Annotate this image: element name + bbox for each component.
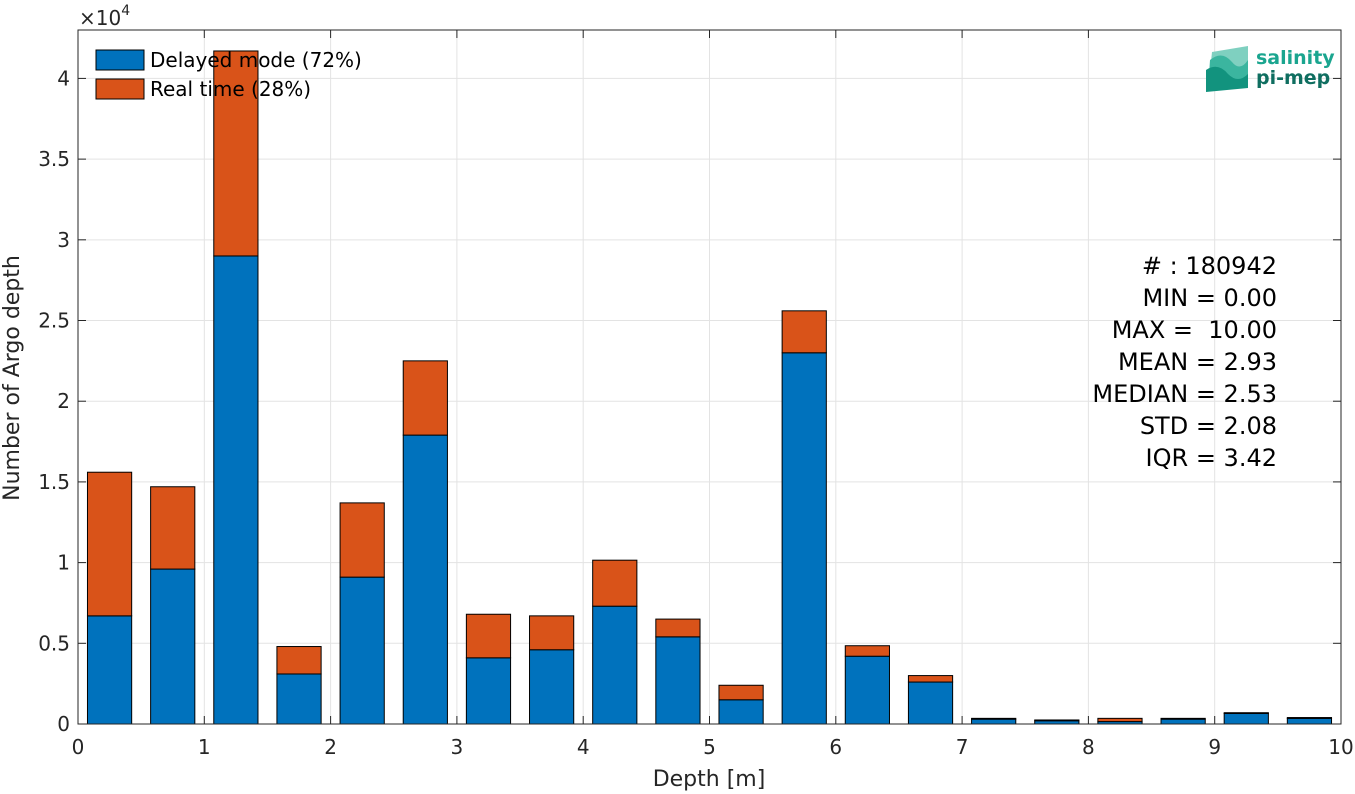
x-tick-label: 8 [1082,735,1095,759]
x-tick-label: 9 [1208,735,1221,759]
bar-real-time [1097,717,1143,723]
stat-median: MEDIAN = 2.53 [1092,380,1277,408]
bar-real-time [592,559,638,607]
bar-real-time [465,613,512,659]
bar-real-time [1286,717,1333,719]
y-tick-label: 1 [57,551,70,575]
bar-delayed-mode [907,681,954,725]
legend-label-delayed: Delayed mode (72%) [150,48,362,72]
stat-min: MIN = 0.00 [1142,284,1277,312]
bar-real-time [213,50,259,257]
stat-iqr: IQR = 3.42 [1146,444,1277,472]
bar-real-time [718,684,764,701]
bar-real-time [844,645,890,657]
y-axis-label: Number of Argo depth [0,255,25,501]
bar-delayed-mode [781,352,827,725]
bar-real-time [276,646,322,675]
bar-delayed-mode [592,605,638,725]
bar-real-time [971,717,1017,720]
bar-real-time [402,360,448,436]
bar-delayed-mode [150,568,196,725]
bar-delayed-mode [465,657,512,725]
stat-count: # : 180942 [1142,252,1277,280]
bar-delayed-mode [655,636,701,725]
stat-mean: MEAN = 2.93 [1118,348,1277,376]
bar-real-time [907,675,954,683]
x-axis-label: Depth [m] [653,767,766,792]
bar-real-time [1160,717,1206,720]
logo-text-pimep: pi-mep [1256,67,1330,89]
y-tick-label: 0.5 [38,631,70,655]
salinity-pimep-logo: salinity pi-mep [1206,46,1335,92]
x-tick-label: 1 [198,735,211,759]
bar-delayed-mode [844,655,890,725]
legend-label-realtime: Real time (28%) [150,77,311,101]
y-tick-label: 1.5 [38,470,70,494]
legend-swatch-delayed [95,49,145,71]
y-tick-label: 4 [57,66,70,90]
bars [86,50,1333,725]
wave-logo-icon [1206,46,1248,92]
bar-real-time [150,486,196,570]
bar-delayed-mode [529,649,575,725]
stat-max: MAX = 10.00 [1112,316,1277,344]
x-tick-label: 5 [703,735,716,759]
x-tick-label: 10 [1328,735,1353,759]
bar-real-time [781,310,827,354]
bar-real-time [529,615,575,651]
x-tick-label: 4 [577,735,590,759]
axis-ticks: 0 1 2 3 4 5 6 7 8 9 10 0 0.5 1 1.5 2 2.5 3 3.5 4 [38,30,1354,759]
statistics-annotation: # : 180942 MIN = 0.00 MAX = 10.00 MEAN =… [1092,252,1277,472]
bar-delayed-mode [971,718,1017,725]
logo-text-salinity: salinity [1256,47,1335,69]
legend-swatch-realtime [95,78,145,100]
y-tick-label: 2 [57,389,70,413]
bar-delayed-mode [1160,718,1206,725]
bar-delayed-mode [718,699,764,725]
x-tick-label: 7 [956,735,969,759]
bar-real-time [339,502,385,578]
bar-delayed-mode [1286,717,1333,725]
bar-real-time [1034,719,1080,722]
bar-real-time [86,471,133,617]
bar-delayed-mode [276,673,322,725]
bar-delayed-mode [339,576,385,725]
bar-delayed-mode [86,615,133,725]
x-tick-label: 3 [451,735,464,759]
y-multiplier: ×104 [79,3,130,30]
y-tick-label: 3.5 [38,147,70,171]
bar-delayed-mode [1223,713,1269,725]
bar-real-time [655,618,701,638]
y-tick-label: 2.5 [38,309,70,333]
x-tick-label: 2 [324,735,337,759]
bar-delayed-mode [402,434,448,725]
bar-real-time [1223,712,1269,715]
legend: Delayed mode (72%) Real time (28%) [95,48,362,101]
y-tick-label: 0 [57,712,70,736]
x-tick-label: 0 [72,735,85,759]
stat-std: STD = 2.08 [1140,412,1277,440]
y-tick-label: 3 [57,228,70,252]
x-tick-label: 6 [829,735,842,759]
bar-delayed-mode [213,255,259,725]
